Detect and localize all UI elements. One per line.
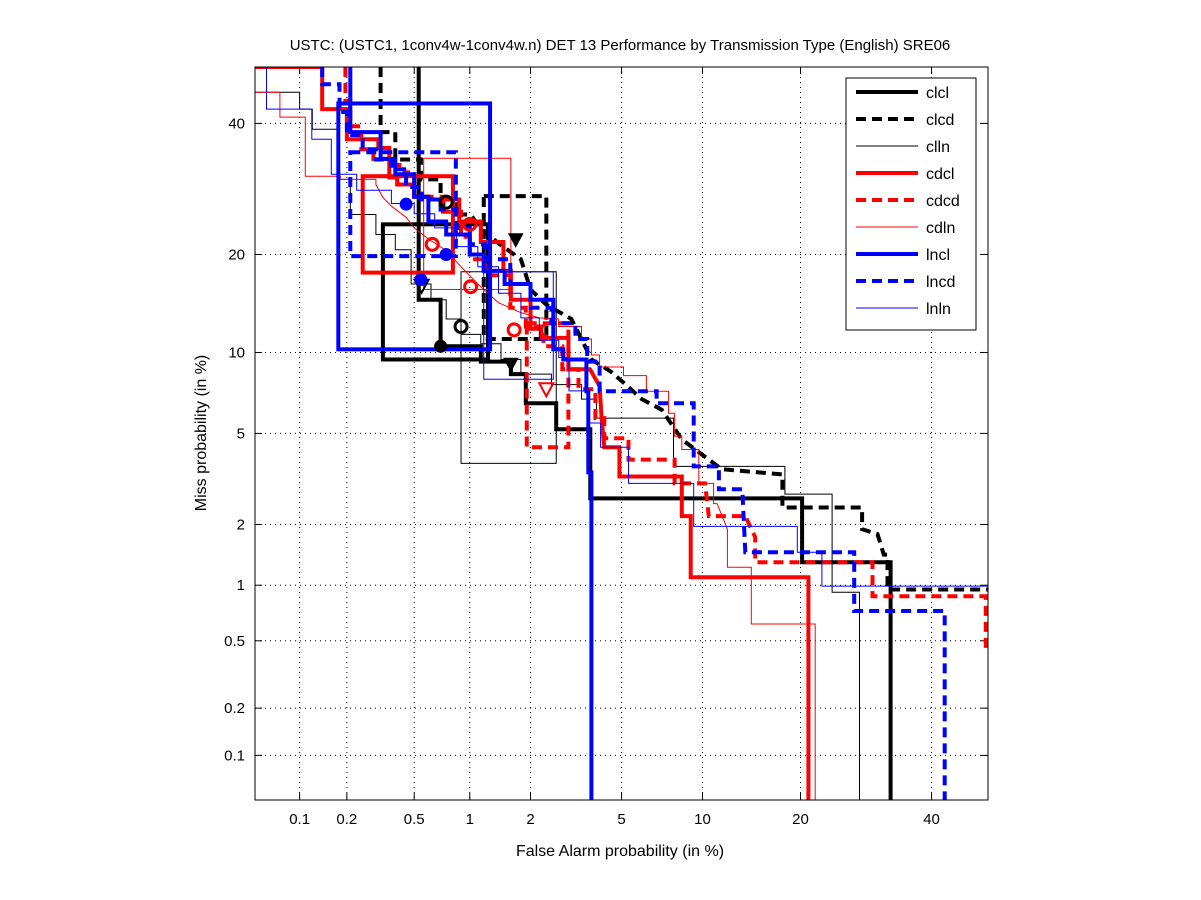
marker-circle-lncl <box>399 197 413 211</box>
legend-entry-clln: clln <box>856 139 950 156</box>
x-axis-ticks: 0.1 0.2 0.5 1 2 5 10 20 40 <box>289 67 940 828</box>
marker-circle-lncd <box>414 273 428 287</box>
x-tick-label: 0.5 <box>404 811 425 828</box>
y-tick-label: 20 <box>228 246 245 263</box>
marker-circle-cdln <box>424 236 440 252</box>
legend-entry-clcd: clcd <box>856 112 954 129</box>
y-tick-label: 10 <box>228 344 245 361</box>
marker-circle-cdcd <box>506 322 522 338</box>
legend-entry-lncd: lncd <box>856 274 955 291</box>
series-line-lnln <box>266 67 988 587</box>
confidence-box-lncd <box>348 150 458 259</box>
marker-circle-lncl <box>439 247 453 261</box>
legend-entry-clcl: clcl <box>856 85 949 102</box>
confidence-box-clcl <box>380 222 491 362</box>
legend-label: cdln <box>926 220 955 237</box>
x-tick-label: 1 <box>466 811 474 828</box>
legend-label: cdcd <box>926 193 960 210</box>
legend-label: lncl <box>926 247 950 264</box>
marker-circle-cdcl <box>463 279 479 295</box>
confidence-box-cdln <box>423 157 512 290</box>
x-tick-label: 5 <box>617 811 625 828</box>
y-axis-label: Miss probability (in %) <box>193 355 210 511</box>
marker-triangle-clcd <box>507 233 524 248</box>
legend-entry-cdln: cdln <box>856 220 955 237</box>
y-tick-label: 5 <box>237 425 245 442</box>
marker-circle-clcl <box>434 339 448 353</box>
plot-frame <box>254 66 989 801</box>
chart-title: USTC: (USTC1, 1conv4w-1conv4w.n) DET 13 … <box>290 37 951 54</box>
confidence-box-cdcd <box>524 321 571 450</box>
y-tick-label: 40 <box>228 115 245 132</box>
series-line-clcd <box>378 67 988 592</box>
series-line-lncl <box>348 67 594 800</box>
legend-label: cdcl <box>926 166 954 183</box>
confidence-box-lnln <box>483 271 554 380</box>
legend-entry-cdcl: cdcl <box>856 166 954 183</box>
legend-label: clln <box>926 139 950 156</box>
x-tick-label: 2 <box>526 811 534 828</box>
legend-entry-lncl: lncl <box>856 247 950 264</box>
y-tick-label: 0.5 <box>224 633 245 650</box>
x-tick-label: 0.2 <box>336 811 357 828</box>
series-line-cdln <box>255 91 816 800</box>
legend-label: lnln <box>926 301 951 318</box>
series-line-lncd <box>320 67 947 800</box>
marker-triangle-clcl <box>503 357 519 373</box>
confidence-box-lncl <box>336 101 493 352</box>
legend-label: clcd <box>926 112 954 129</box>
legend-label: lncd <box>926 274 955 291</box>
y-tick-label: 0.2 <box>224 700 245 717</box>
marker-circle-cdcl <box>462 216 478 232</box>
x-tick-label: 40 <box>923 811 940 828</box>
x-tick-label: 10 <box>694 811 711 828</box>
y-axis-ticks: 0.1 0.2 0.5 1 2 5 10 20 40 <box>224 115 988 764</box>
x-tick-label: 0.1 <box>289 811 310 828</box>
legend-entry-cdcd: cdcd <box>856 193 960 210</box>
legend: clcl clcd clln cdcl cdcd cdln lncl lncd lnln <box>845 77 977 331</box>
marker-triangle-cdcd <box>537 382 556 399</box>
legend-label: clcl <box>926 85 949 102</box>
legend-entry-lnln: lnln <box>856 301 951 318</box>
x-tick-label: 20 <box>792 811 809 828</box>
marker-circle-clcd <box>438 194 454 210</box>
series-group <box>255 67 988 800</box>
x-axis-label: False Alarm probability (in %) <box>516 843 724 860</box>
y-tick-label: 2 <box>237 516 245 533</box>
marker-circle-clln <box>453 319 469 335</box>
y-tick-label: 1 <box>237 577 245 594</box>
y-tick-label: 0.1 <box>224 747 245 764</box>
